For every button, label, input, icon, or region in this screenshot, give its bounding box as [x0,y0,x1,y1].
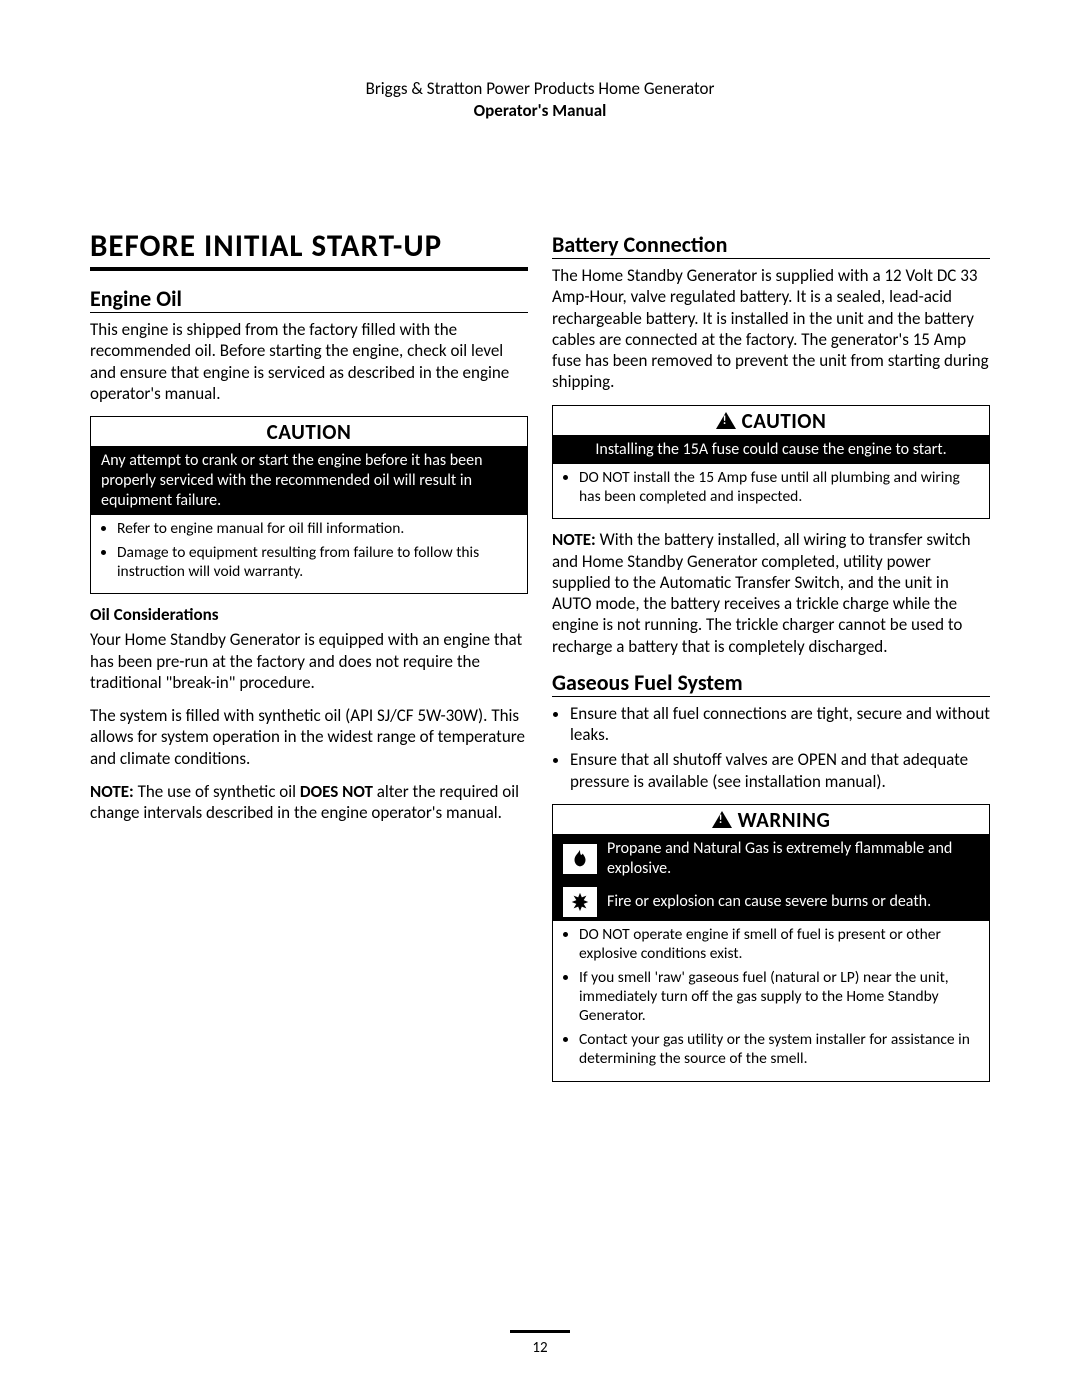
oil-considerations-p2: The system is filled with synthetic oil … [90,705,528,769]
flame-icon [563,844,597,874]
footer-rule [510,1330,570,1333]
oil-considerations-note: NOTE: The use of synthetic oil DOES NOT … [90,781,528,824]
caution-item: Damage to equipment resulting from failu… [117,543,517,582]
right-column: Battery Connection The Home Standby Gene… [552,227,990,1091]
caution-body: Refer to engine manual for oil fill info… [91,515,527,593]
left-column: Before Initial Start-Up Engine Oil This … [90,227,528,1091]
warning-triangle-icon [716,412,736,429]
warning-item: If you smell 'raw' gaseous fuel (natural… [579,968,979,1026]
header-product-line: Briggs & Stratton Power Products Home Ge… [90,78,990,100]
warning-hazard-text: Propane and Natural Gas is extremely fla… [607,839,979,879]
engine-oil-paragraph: This engine is shipped from the factory … [90,319,528,404]
note-prefix: NOTE: [90,781,138,802]
warning-triangle-icon [712,811,732,828]
caution-subheader: Any attempt to crank or start the engine… [91,447,527,515]
oil-considerations-heading: Oil Considerations [90,604,528,625]
warning-item: DO NOT operate engine if smell of fuel i… [579,925,979,964]
caution-subheader: Installing the 15A fuse could cause the … [553,436,989,464]
page-footer: 12 [0,1330,1080,1357]
fuel-item: Ensure that all fuel connections are tig… [570,703,990,746]
warning-hazard-row: Fire or explosion can cause severe burns… [553,883,989,921]
warning-item: Contact your gas utility or the system i… [579,1030,979,1069]
page-title: Before Initial Start-Up [90,227,528,271]
warning-body: DO NOT operate engine if smell of fuel i… [553,921,989,1081]
caution-label: CAUTION [267,419,352,445]
note-prefix: NOTE: [552,529,600,550]
warning-hazard-text: Fire or explosion can cause severe burns… [607,892,931,912]
fuel-list: Ensure that all fuel connections are tig… [552,703,990,792]
oil-considerations-p1: Your Home Standby Generator is equipped … [90,629,528,693]
page-header: Briggs & Stratton Power Products Home Ge… [90,78,990,122]
engine-oil-heading: Engine Oil [90,285,528,313]
warning-header: WARNING [553,805,989,835]
battery-caution-box: CAUTION Installing the 15A fuse could ca… [552,405,990,520]
fuel-heading: Gaseous Fuel System [552,669,990,697]
engine-oil-caution-box: CAUTION Any attempt to crank or start th… [90,416,528,594]
caution-header: CAUTION [553,406,989,436]
battery-note: NOTE: With the battery installed, all wi… [552,529,990,657]
warning-label: WARNING [738,807,831,833]
caution-item: DO NOT install the 15 Amp fuse until all… [579,468,979,507]
header-manual-title: Operator's Manual [90,100,990,122]
battery-paragraph: The Home Standby Generator is supplied w… [552,265,990,393]
explosion-icon [563,887,597,917]
battery-heading: Battery Connection [552,231,990,259]
page-number: 12 [0,1339,1080,1357]
caution-item: Refer to engine manual for oil fill info… [117,519,517,538]
fuel-warning-box: WARNING Propane and Natural Gas is extre… [552,804,990,1082]
warning-hazard-row: Propane and Natural Gas is extremely fla… [553,835,989,883]
caution-header: CAUTION [91,417,527,447]
caution-label: CAUTION [742,408,827,434]
fuel-item: Ensure that all shutoff valves are OPEN … [570,749,990,792]
caution-body: DO NOT install the 15 Amp fuse until all… [553,464,989,519]
